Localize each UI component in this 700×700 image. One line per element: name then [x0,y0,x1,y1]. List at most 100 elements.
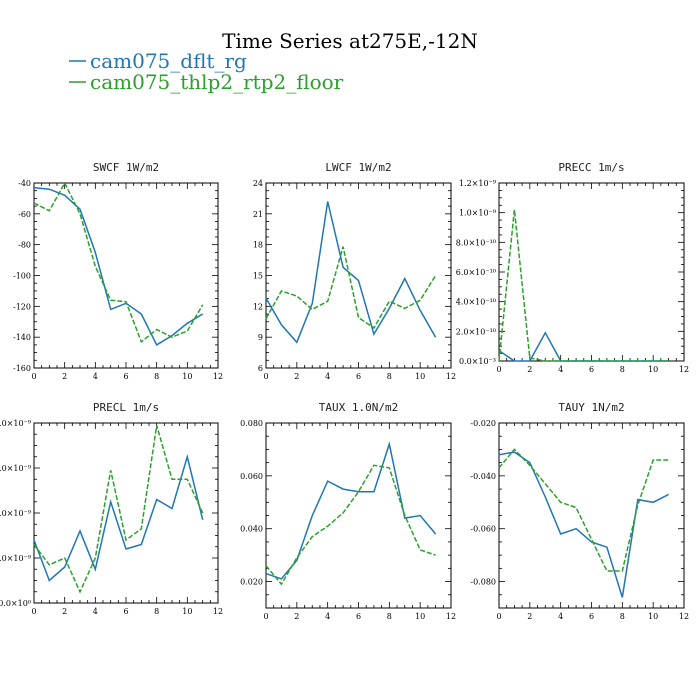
y-tick-label: 12 [253,302,263,311]
y-tick-label: -60 [18,210,31,219]
x-tick-label: 10 [648,365,658,374]
x-tick-label: 12 [446,612,456,621]
y-tick-label: 0.020 [240,578,263,587]
x-tick-label: 4 [325,372,330,381]
x-tick-label: 10 [415,372,425,381]
x-tick-label: 6 [589,365,594,374]
plot-frame [265,422,452,609]
x-tick-label: 12 [213,607,223,616]
y-tick-label: 4.0×10⁻¹⁰ [456,298,496,307]
y-tick-label: -0.020 [470,419,496,428]
panel-4: TAUX 1.0N/m2 0 2 4 6 8 10 12 0.020 0.040 0.060 0.08… [240,401,456,621]
y-tick-label: 21 [253,210,263,219]
x-tick-label: 8 [154,607,159,616]
legend-label-2: cam075_thlp2_rtp2_floor [90,70,344,94]
y-tick-label: 1.0×10⁻⁹ [459,209,497,218]
series-line-0 [33,453,204,582]
series-line-0 [498,331,669,362]
y-tick-label: -160 [13,364,31,373]
panel-0: SWCF 1W/m2 0 2 4 6 8 10 12 -160 -140 -120 -100 -80 -6… [13,161,223,381]
x-tick-label: 4 [93,372,98,381]
panel-title: SWCF 1W/m2 [93,161,159,174]
legend: cam075_dflt_rg cam075_thlp2_rtp2_floor [69,49,344,94]
y-tick-label: 15 [253,272,263,281]
x-tick-label: 2 [527,365,532,374]
panel-2: PRECC 1m/s 0 2 4 6 8 10 12 0.0×10⁻³ 2.0×10⁻¹⁰ 4.0×… [456,161,689,374]
series-line-1 [33,425,204,594]
figure-title: Time Series at275E,-12N [222,29,478,53]
y-tick-label: 9 [258,333,263,342]
y-tick-label: -40 [18,179,31,188]
x-tick-label: 2 [294,612,299,621]
y-tick-label: 18 [253,241,263,250]
y-tick-label: 0.060 [240,472,263,481]
x-tick-label: 6 [356,612,361,621]
series-line-1 [265,246,437,329]
panel-5: TAUY 1N/m2 0 2 4 6 8 10 12 -0.080 -0.060 -0.040 -0.… [470,401,689,621]
x-tick-label: 8 [620,365,625,374]
x-tick-label: 0 [263,612,268,621]
series-line-0 [33,186,204,346]
x-tick-label: 12 [679,612,689,621]
y-tick-label: 6 [258,364,263,373]
y-tick-label: 0.0×10⁻³ [459,357,496,366]
x-tick-label: 10 [182,607,192,616]
y-tick-label: 0.040 [240,525,263,534]
y-tick-label: -140 [13,333,31,342]
x-tick-label: 6 [123,607,128,616]
series-line-1 [498,448,669,572]
y-tick-label: -120 [13,302,31,311]
x-tick-label: 2 [294,372,299,381]
x-tick-label: 10 [182,372,192,381]
series-line-0 [265,441,437,580]
y-tick-label: 4.0×10⁻⁹ [0,419,32,428]
y-tick-label: -0.080 [470,578,496,587]
legend-label-1: cam075_dflt_rg [90,49,247,73]
series-line-1 [265,464,436,586]
y-tick-label: 6.0×10⁻¹⁰ [456,268,496,277]
x-tick-label: 4 [93,607,98,616]
x-tick-label: 12 [679,365,689,374]
y-tick-label: -100 [13,272,31,281]
x-tick-label: 8 [620,612,625,621]
x-tick-label: 10 [648,612,658,621]
y-tick-label: 2.0×10⁻⁹ [0,509,32,518]
chart-panels: SWCF 1W/m20 2 4 6 8 10 12-160-140-120-100-80-6… [0,161,689,621]
x-tick-label: 8 [387,372,392,381]
series-line-1 [33,181,204,344]
panel-3: PRECL 1m/s 0 2 4 6 8 10 12 0.0×10⁰ 1.0×10⁻⁹ 2.0×10… [0,401,223,616]
y-tick-label: 24 [253,179,263,188]
panel-title: LWCF 1W/m2 [325,161,391,174]
y-tick-label: 3.0×10⁻⁹ [0,464,32,473]
panel-title: PRECC 1m/s [558,161,624,174]
y-tick-label: 1.0×10⁻⁹ [0,554,32,563]
x-tick-label: 0 [496,612,501,621]
x-tick-label: 6 [123,372,128,381]
plot-frame [498,422,685,609]
x-tick-label: 4 [558,365,563,374]
panel-title: TAUX 1.0N/m2 [319,401,398,414]
x-tick-label: 2 [527,612,532,621]
x-tick-label: 0 [31,607,36,616]
y-tick-label: 1.2×10⁻⁹ [459,179,497,188]
x-tick-label: 8 [154,372,159,381]
y-tick-label: 0.0×10⁰ [0,599,31,608]
panel-title: PRECL 1m/s [93,401,159,414]
plot-frame [33,182,219,369]
x-tick-label: 8 [387,612,392,621]
x-tick-label: 10 [415,612,425,621]
x-tick-label: 4 [558,612,563,621]
y-tick-label: 8.0×10⁻¹⁰ [456,238,496,247]
x-tick-label: 6 [589,612,594,621]
plot-frame [265,182,452,369]
y-tick-label: -0.040 [470,472,496,481]
x-tick-label: 12 [446,372,456,381]
x-tick-label: 4 [325,612,330,621]
x-tick-label: 2 [62,372,67,381]
x-tick-label: 0 [31,372,36,381]
y-tick-label: 2.0×10⁻¹⁰ [456,327,496,336]
series-line-0 [498,451,669,598]
y-tick-label: -0.060 [470,525,496,534]
